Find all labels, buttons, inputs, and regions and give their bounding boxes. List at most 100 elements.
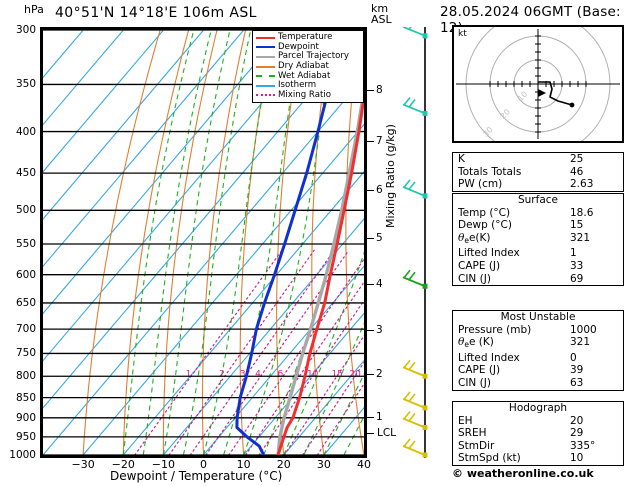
row-value: 69 [570, 272, 584, 285]
row-label: CIN (J) [458, 272, 491, 285]
surface-title: Surface [517, 194, 558, 206]
surface-rows: Temp (°C) 18.6 Dewp (°C) 15 θee(K) 321 Lifted … [453, 207, 623, 286]
row-value: 29 [570, 427, 584, 440]
row-label: Temp (°C) [458, 206, 511, 219]
data-row: CAPE (J) 33 [453, 260, 623, 273]
row-label: CIN (J) [458, 376, 491, 389]
height-tick-label: 3 [376, 323, 383, 336]
row-label: Pressure (mb) [458, 323, 532, 336]
row-value: 0 [570, 351, 577, 364]
data-row: Dewp (°C) 15 [453, 219, 623, 232]
row-value: 63 [570, 376, 584, 389]
height-tick [367, 189, 374, 191]
height-tick-label: 1 [376, 411, 383, 424]
height-tick-label: 6 [376, 183, 383, 196]
most-unstable-panel: Most Unstable Pressure (mb) 1000 θee (K) 32… [452, 310, 624, 391]
data-row: Lifted Index 1 [453, 247, 623, 260]
index-row-totals: Totals Totals 46 [453, 166, 623, 179]
most-unstable-rows: Pressure (mb) 1000 θee (K) 321 Lifted Index 0… [453, 324, 623, 390]
pressure-unit-label: hPa [24, 3, 44, 16]
mixing-ratio-label: 4 [255, 369, 261, 379]
height-tick [367, 284, 374, 286]
row-label: θee(K) [458, 231, 491, 245]
wind-barb [402, 438, 428, 458]
profile-dewpoint [235, 30, 346, 455]
wind-barb-column [395, 19, 440, 458]
hodograph-unit-label: kt [458, 29, 467, 39]
row-label: θee (K) [458, 336, 494, 350]
row-value: 39 [570, 364, 584, 377]
mixing-ratio-label: 20 [349, 369, 361, 379]
data-row: SREH 29 [453, 427, 623, 440]
hodograph: kt 10 20 30 [452, 11, 624, 157]
legend-item: Temperature [256, 33, 360, 43]
height-tick-label: 8 [376, 84, 383, 97]
temperature-tick-label: 20 [276, 458, 291, 471]
legend-item: Dewpoint [256, 41, 360, 53]
row-label: EH [458, 414, 473, 427]
data-row: CIN (J) 69 [453, 273, 623, 286]
data-row: StmSpd (kt) 10 [453, 452, 623, 465]
row-value: 321 [570, 231, 591, 244]
legend-label: Parcel Trajectory [278, 51, 349, 62]
row-value: 20 [570, 414, 584, 427]
hodograph-ring-label: 20 [498, 107, 512, 121]
row-value: 335° [570, 439, 596, 452]
legend-swatch [256, 36, 275, 39]
pressure-tick-label: 550 [15, 237, 36, 250]
pressure-tick-label: 350 [15, 78, 36, 91]
mixing-ratio-label: 1 [186, 369, 192, 379]
copyright-label: © weatheronline.co.uk [452, 467, 594, 480]
height-tick [367, 373, 374, 375]
most-unstable-title: Most Unstable [500, 311, 576, 323]
height-tick-label: 7 [376, 134, 383, 147]
data-row: Lifted Index 0 [453, 352, 623, 365]
row-label: SREH [458, 427, 487, 440]
data-row: CAPE (J) 39 [453, 364, 623, 377]
data-row: Pressure (mb) 1000 [453, 324, 623, 337]
pressure-tick-label: 900 [15, 411, 36, 424]
legend-swatch [256, 75, 275, 78]
surface-panel: Surface Temp (°C) 18.6 Dewp (°C) 15 θee(K) 32… [452, 193, 624, 287]
temperature-tick-label: 40 [357, 458, 371, 471]
temperature-tick-label: −30 [71, 458, 95, 471]
hodograph-ring-label: 10 [516, 90, 530, 104]
height-unit-label: km ASL [371, 2, 392, 26]
pressure-tick-label: 950 [15, 430, 36, 443]
legend-item: Wet Adiabat [256, 71, 360, 81]
legend-label: Dry Adiabat [278, 61, 329, 72]
row-value: 33 [570, 259, 584, 272]
pressure-tick-label: 300 [15, 24, 36, 36]
legend-label: Dewpoint [278, 41, 319, 52]
data-row: θee(K) 321 [453, 232, 623, 248]
wind-barb [402, 410, 428, 430]
legend-label: Isotherm [278, 80, 317, 91]
legend-swatch [256, 94, 275, 97]
pressure-tick-label: 750 [15, 347, 36, 360]
row-value: 10 [570, 452, 584, 465]
height-tick [367, 417, 374, 419]
pressure-tick-label: 800 [15, 370, 36, 383]
pressure-tick-label: 650 [15, 296, 36, 309]
legend-item: Mixing Ratio [256, 90, 360, 101]
k-label: K [458, 153, 465, 165]
row-label: Lifted Index [458, 351, 520, 364]
height-tick-label: 4 [376, 278, 383, 291]
hodograph-stats-panel: Hodograph EH 20 SREH 29 StmDir 335° StmSpd (kt… [452, 401, 624, 466]
totals-label: Totals Totals [458, 165, 522, 178]
lcl-label: LCL [377, 427, 397, 440]
legend-swatch [256, 84, 275, 87]
data-row: θee (K) 321 [453, 336, 623, 352]
mixing-ratio-label: 3 [240, 369, 246, 379]
indices-panel: K 25 Totals Totals 46 PW (cm) 2.63 [452, 152, 624, 192]
lcl-tick [367, 433, 374, 435]
height-tick [367, 90, 374, 92]
height-tick [367, 140, 374, 142]
wind-barb [402, 269, 428, 289]
hodograph-ring-label: 30 [481, 125, 495, 139]
row-value: 18.6 [570, 206, 594, 219]
pressure-tick-label: 600 [15, 268, 36, 281]
legend-item: Parcel Trajectory [256, 52, 360, 62]
row-value: 15 [570, 219, 584, 232]
